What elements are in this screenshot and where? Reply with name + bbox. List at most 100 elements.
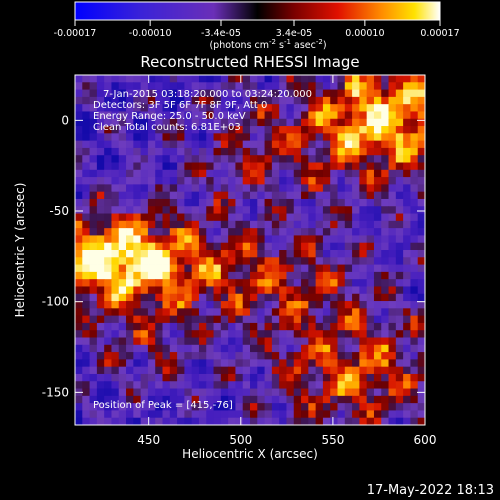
heatmap-pixel — [301, 417, 309, 425]
heatmap-pixel — [286, 206, 295, 214]
heatmap-pixel — [155, 337, 163, 346]
heatmap-pixel — [111, 177, 120, 185]
heatmap-pixel — [82, 169, 90, 178]
heatmap-pixel — [279, 271, 287, 280]
heatmap-pixel — [279, 162, 287, 171]
heatmap-pixel — [257, 162, 265, 171]
heatmap-pixel — [373, 133, 382, 142]
heatmap-pixel — [250, 126, 258, 134]
heatmap-pixel — [271, 198, 280, 207]
heatmap-pixel — [89, 264, 98, 273]
heatmap-pixel — [286, 279, 295, 287]
heatmap-pixel — [104, 308, 112, 317]
heatmap-pixel — [388, 366, 397, 375]
heatmap-pixel — [235, 330, 244, 338]
heatmap-pixel — [359, 206, 368, 214]
x-tick-label: 450 — [137, 433, 160, 447]
heatmap-pixel — [264, 220, 273, 229]
heatmap-pixel — [271, 89, 280, 98]
heatmap-pixel — [228, 395, 236, 404]
heatmap-pixel — [169, 228, 178, 236]
heatmap-pixel — [169, 293, 178, 302]
heatmap-pixel — [140, 126, 149, 134]
heatmap-pixel — [279, 395, 287, 404]
heatmap-pixel — [352, 191, 360, 200]
heatmap-pixel — [322, 242, 331, 251]
heatmap-pixel — [381, 279, 389, 287]
heatmap-pixel — [403, 344, 411, 353]
heatmap-pixel — [373, 293, 382, 302]
heatmap-pixel — [235, 381, 244, 389]
heatmap-pixel — [184, 250, 193, 258]
heatmap-pixel — [213, 271, 222, 280]
heatmap-pixel — [96, 213, 105, 222]
heatmap-pixel — [279, 286, 287, 295]
heatmap-pixel — [337, 169, 346, 178]
heatmap-pixel — [111, 257, 120, 265]
heatmap-pixel — [308, 184, 317, 193]
heatmap-pixel — [315, 169, 324, 178]
heatmap-pixel — [242, 75, 251, 83]
heatmap-pixel — [271, 118, 280, 127]
heatmap-pixel — [198, 359, 207, 368]
heatmap-pixel — [235, 271, 244, 280]
heatmap-pixel — [126, 366, 134, 375]
heatmap-pixel — [228, 133, 236, 142]
heatmap-pixel — [373, 162, 382, 171]
heatmap-pixel — [344, 75, 353, 83]
heatmap-pixel — [352, 322, 360, 331]
heatmap-pixel — [184, 242, 193, 251]
heatmap-pixel — [82, 279, 90, 287]
heatmap-pixel — [104, 250, 112, 258]
heatmap-pixel — [155, 213, 163, 222]
heatmap-pixel — [169, 96, 178, 105]
heatmap-pixel — [403, 191, 411, 200]
heatmap-pixel — [213, 96, 222, 105]
heatmap-pixel — [155, 235, 163, 244]
heatmap-pixel — [133, 133, 142, 142]
heatmap-pixel — [82, 191, 90, 200]
heatmap-pixel — [315, 286, 324, 295]
heatmap-pixel — [308, 228, 317, 236]
heatmap-pixel — [359, 104, 368, 112]
heatmap-pixel — [111, 89, 120, 98]
heatmap-pixel — [140, 315, 149, 324]
heatmap-pixel — [403, 410, 411, 419]
heatmap-pixel — [89, 235, 98, 244]
heatmap-pixel — [242, 257, 251, 265]
heatmap-pixel — [330, 118, 338, 127]
heatmap-pixel — [410, 388, 419, 397]
heatmap-pixel — [403, 301, 411, 309]
heatmap-pixel — [177, 213, 185, 222]
heatmap-pixel — [381, 322, 389, 331]
heatmap-pixel — [271, 271, 280, 280]
heatmap-pixel — [111, 381, 120, 389]
heatmap-pixel — [315, 177, 324, 185]
heatmap-pixel — [235, 286, 244, 295]
heatmap-pixel — [330, 126, 338, 134]
heatmap-pixel — [315, 111, 324, 120]
heatmap-pixel — [388, 257, 397, 265]
heatmap-pixel — [301, 220, 309, 229]
heatmap-pixel — [395, 352, 404, 360]
heatmap-pixel — [242, 286, 251, 295]
heatmap-pixel — [410, 344, 419, 353]
heatmap-pixel — [417, 162, 425, 171]
heatmap-pixel — [75, 184, 83, 193]
heatmap-pixel — [75, 322, 83, 331]
heatmap-pixel — [82, 235, 90, 244]
heatmap-pixel — [330, 213, 338, 222]
heatmap-pixel — [352, 286, 360, 295]
heatmap-pixel — [417, 155, 425, 163]
heatmap-pixel — [271, 352, 280, 360]
heatmap-pixel — [315, 330, 324, 338]
heatmap-pixel — [155, 75, 163, 83]
heatmap-pixel — [228, 169, 236, 178]
heatmap-pixel — [198, 206, 207, 214]
heatmap-pixel — [271, 257, 280, 265]
heatmap-pixel — [96, 155, 105, 163]
heatmap-pixel — [308, 301, 317, 309]
heatmap-pixel — [286, 82, 295, 90]
heatmap-pixel — [118, 286, 127, 295]
heatmap-pixel — [366, 118, 375, 127]
